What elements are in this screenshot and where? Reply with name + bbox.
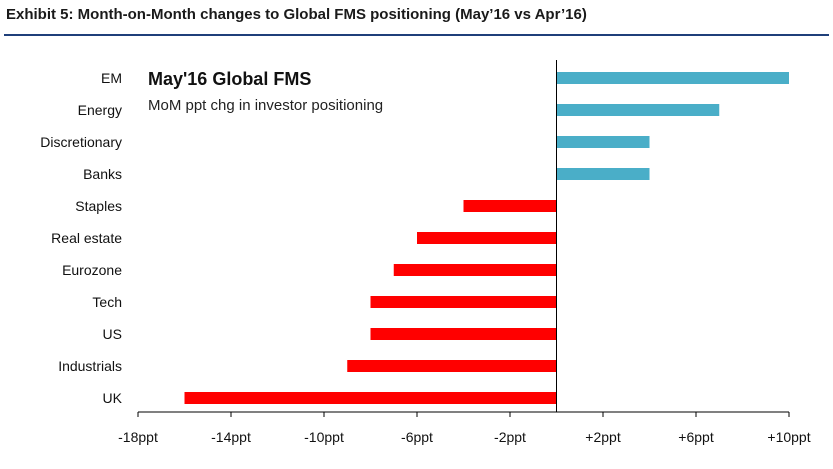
x-tick-label: -10ppt <box>304 429 344 445</box>
x-tick-label: -2ppt <box>494 429 526 445</box>
category-label: Real estate <box>51 230 122 246</box>
bar-energy <box>556 104 720 116</box>
category-label: Eurozone <box>62 262 122 278</box>
category-label: Industrials <box>58 358 122 374</box>
x-tick-label: +2ppt <box>585 429 621 445</box>
x-tick-label: +6ppt <box>678 429 714 445</box>
chart-title: May'16 Global FMS <box>148 69 311 89</box>
bar-tech <box>370 296 557 308</box>
category-label: UK <box>103 390 123 406</box>
category-label: Banks <box>83 166 122 182</box>
bar-discretionary <box>556 136 650 148</box>
bar-staples <box>463 200 557 212</box>
bar-uk <box>184 392 557 404</box>
bar-industrials <box>347 360 557 372</box>
bar-em <box>556 72 789 84</box>
category-label: Staples <box>75 198 122 214</box>
bar-real-estate <box>417 232 557 244</box>
x-tick-label: +10ppt <box>767 429 810 445</box>
category-label: Energy <box>78 102 122 118</box>
exhibit-title: Exhibit 5: Month-on-Month changes to Glo… <box>6 6 587 23</box>
x-tick-label: -6ppt <box>401 429 433 445</box>
category-label: EM <box>101 70 122 86</box>
x-tick-label: -14ppt <box>211 429 251 445</box>
title-rule <box>4 34 829 36</box>
bar-banks <box>556 168 650 180</box>
category-label: Tech <box>92 294 122 310</box>
bar-us <box>370 328 557 340</box>
category-label: US <box>103 326 122 342</box>
category-label: Discretionary <box>40 134 122 150</box>
bar-eurozone <box>393 264 557 276</box>
x-tick-label: -18ppt <box>118 429 158 445</box>
chart-subtitle: MoM ppt chg in investor positioning <box>148 97 383 114</box>
